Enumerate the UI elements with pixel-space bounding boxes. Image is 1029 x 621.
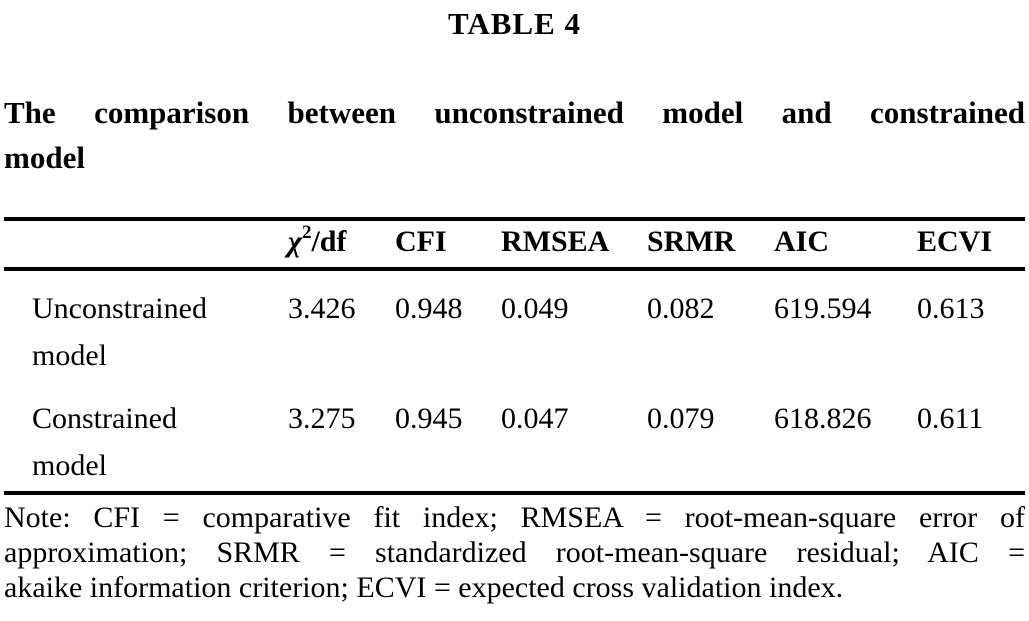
cell-constrained-aic: 618.826 [774,402,872,435]
cell-unconstrained-srmr: 0.082 [647,292,715,325]
cell-unconstrained-chi2df: 3.426 [288,292,356,325]
header-ecvi: ECVI [917,225,993,258]
row-label-unconstrained: Unconstrained model [32,292,207,372]
table-row-unconstrained-model: Unconstrained model 3.426 0.948 0.049 0.… [4,269,1025,381]
cell-unconstrained-ecvi: 0.613 [917,292,985,325]
cell-unconstrained-rmsea: 0.049 [501,292,569,325]
cell-constrained-srmr: 0.079 [647,402,715,435]
header-srmr: SRMR [647,225,736,258]
note-line-2: approximation; SRMR = standardized root-… [4,536,1025,569]
cell-constrained-ecvi: 0.611 [917,402,984,435]
chi-symbol: χ [288,225,302,258]
cell-constrained-cfi: 0.945 [395,402,463,435]
note-line-1: Note: CFI = comparative fit index; RMSEA… [4,501,1025,534]
table-row-constrained-model: Constrained model 3.275 0.945 0.047 0.07… [4,381,1025,493]
header-row: χ2/df CFI RMSEA SRMR AIC ECVI [4,219,1025,269]
row-label-constrained: Constrained model [32,402,177,482]
table-note: Note: CFI = comparative fit index; RMSEA… [4,500,1025,605]
cell-constrained-chi2df: 3.275 [288,402,356,435]
header-blank-cell [4,219,285,269]
note-line-3: akaike information criterion; ECVI = exp… [4,571,844,604]
cell-constrained-rmsea: 0.047 [501,402,569,435]
table-number-title: TABLE 4 [447,6,582,41]
cell-unconstrained-aic: 619.594 [774,292,872,325]
header-chi2-df: χ2/df [285,219,392,269]
caption-line-1: The comparison between unconstrained mod… [4,95,1025,130]
table-caption: The comparison between unconstrained mod… [4,90,1025,180]
chi-superscript: 2 [301,222,312,243]
chi-df-suffix: /df [311,225,347,258]
model-comparison-table: χ2/df CFI RMSEA SRMR AIC ECVI Unconstrai… [4,217,1025,495]
header-rmsea: RMSEA [501,225,610,258]
cell-unconstrained-cfi: 0.948 [395,292,463,325]
caption-line-2: model [4,140,85,175]
paper-table-figure: TABLE 4 The comparison between unconstra… [0,4,1029,605]
header-cfi: CFI [395,225,447,258]
header-aic: AIC [774,225,830,258]
